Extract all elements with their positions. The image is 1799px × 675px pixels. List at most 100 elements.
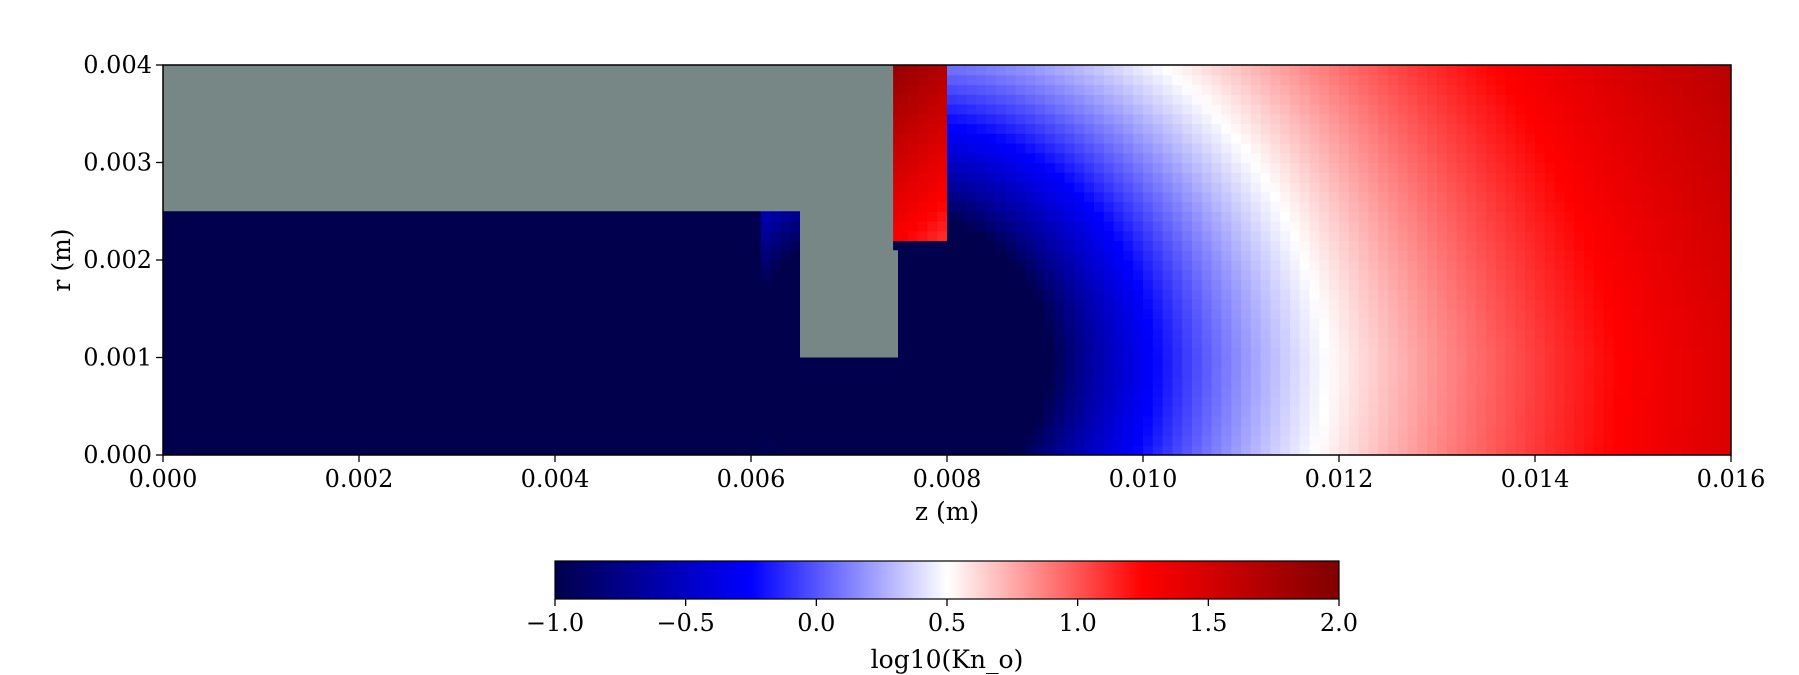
- heatmap-cell: [496, 318, 507, 329]
- heatmap-cell: [917, 143, 928, 154]
- heatmap-cell: [751, 308, 762, 320]
- heatmap-cell: [1348, 240, 1360, 251]
- heatmap-cell: [300, 240, 311, 251]
- heatmap-cell: [1123, 133, 1134, 144]
- heatmap-cell: [378, 308, 389, 320]
- heatmap-cell: [535, 377, 546, 388]
- heatmap-cell: [466, 221, 478, 232]
- heatmap-cell: [888, 65, 899, 76]
- heatmap-cell: [721, 240, 732, 251]
- heatmap-cell: [633, 425, 644, 437]
- heatmap-cell: [1162, 162, 1173, 173]
- heatmap-cell: [731, 435, 742, 446]
- heatmap-cell: [1045, 113, 1056, 125]
- heatmap-cell: [1319, 445, 1330, 455]
- heatmap-cell: [564, 260, 576, 271]
- heatmap-cell: [1113, 445, 1124, 455]
- heatmap-cell: [956, 357, 968, 368]
- heatmap-cell: [310, 269, 321, 281]
- heatmap-cell: [1270, 133, 1281, 144]
- heatmap-cell: [1035, 240, 1046, 251]
- heatmap-cell: [1123, 152, 1134, 164]
- heatmap-cell: [1231, 289, 1242, 300]
- heatmap-cell: [760, 279, 772, 290]
- heatmap-cell: [1221, 416, 1232, 427]
- heatmap-cell: [682, 377, 693, 388]
- heatmap-cell: [192, 416, 203, 427]
- heatmap-cell: [525, 396, 536, 407]
- heatmap-cell: [1035, 133, 1046, 144]
- heatmap-cell: [221, 377, 233, 388]
- heatmap-cell: [1103, 328, 1115, 339]
- heatmap-cell: [613, 211, 625, 222]
- heatmap-cell: [1260, 386, 1271, 398]
- heatmap-cell: [1103, 201, 1115, 212]
- heatmap-cell: [1211, 367, 1222, 378]
- heatmap-cell: [329, 347, 340, 359]
- heatmap-cell: [702, 269, 713, 281]
- heatmap-cell: [1280, 396, 1291, 407]
- heatmap-cell: [476, 230, 487, 242]
- heatmap-cell: [966, 347, 977, 359]
- heatmap-cell: [1319, 386, 1330, 398]
- heatmap-cell: [1241, 250, 1252, 261]
- heatmap-cell: [545, 318, 556, 329]
- heatmap-cell: [447, 221, 458, 232]
- heatmap-cell: [231, 260, 242, 271]
- heatmap-cell: [408, 435, 419, 446]
- heatmap-cell: [907, 172, 919, 183]
- heatmap-cell: [1270, 269, 1281, 281]
- heatmap-cell: [1005, 74, 1017, 86]
- heatmap-cell: [623, 260, 634, 271]
- heatmap-cell: [1221, 445, 1232, 455]
- heatmap-cell: [1309, 386, 1320, 398]
- heatmap-cell: [270, 211, 282, 222]
- heatmap-cell: [1339, 289, 1350, 300]
- heatmap-cell: [1339, 211, 1350, 222]
- heatmap-cell: [643, 377, 654, 388]
- heatmap-cell: [976, 65, 987, 76]
- heatmap-cell: [476, 221, 487, 232]
- heatmap-cell: [849, 386, 860, 398]
- heatmap-cell: [545, 338, 556, 349]
- heatmap-cell: [1378, 299, 1389, 310]
- heatmap-cell: [525, 416, 536, 427]
- heatmap-cell: [496, 269, 507, 281]
- heatmap-cell: [231, 445, 242, 455]
- heatmap-cell: [202, 299, 213, 310]
- heatmap-cell: [1084, 445, 1095, 455]
- heatmap-cell: [1143, 133, 1154, 144]
- heatmap-cell: [515, 269, 527, 281]
- heatmap-cell: [427, 347, 438, 359]
- heatmap-cell: [1231, 240, 1242, 251]
- heatmap-cell: [1084, 211, 1095, 222]
- heatmap-cell: [212, 377, 223, 388]
- heatmap-cell: [349, 386, 360, 398]
- heatmap-cell: [1152, 357, 1164, 368]
- heatmap-cell: [1094, 289, 1105, 300]
- heatmap-cell: [966, 211, 977, 222]
- heatmap-cell: [574, 328, 585, 339]
- heatmap-cell: [1241, 367, 1252, 378]
- heatmap-cell: [623, 279, 634, 290]
- heatmap-cell: [1358, 113, 1369, 125]
- heatmap-cell: [486, 435, 497, 446]
- heatmap-cell: [1133, 347, 1144, 359]
- heatmap-cell: [594, 386, 605, 398]
- heatmap-cell: [182, 221, 193, 232]
- heatmap-cell: [1231, 152, 1242, 164]
- heatmap-cell: [1172, 240, 1183, 251]
- heatmap-cell: [613, 435, 625, 446]
- heatmap-cell: [1201, 318, 1213, 329]
- heatmap-cell: [819, 406, 830, 417]
- heatmap-cell: [1339, 230, 1350, 242]
- heatmap-cell: [359, 299, 370, 310]
- heatmap-cell: [378, 289, 389, 300]
- heatmap-cell: [555, 377, 566, 388]
- heatmap-cell: [653, 425, 664, 437]
- heatmap-cell: [496, 221, 507, 232]
- heatmap-cell: [1280, 201, 1291, 212]
- heatmap-cell: [1290, 425, 1301, 437]
- heatmap-cell: [574, 347, 585, 359]
- heatmap-cell: [1045, 230, 1056, 242]
